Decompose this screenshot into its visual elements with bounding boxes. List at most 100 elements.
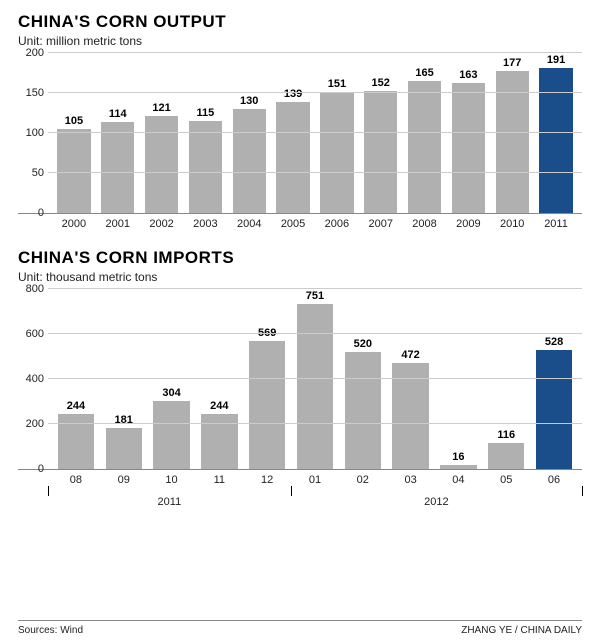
bar-slot: 152 [359, 54, 403, 213]
bar-slot: 244 [195, 290, 243, 469]
bar-slot: 520 [339, 290, 387, 469]
bar-rect [408, 81, 441, 213]
bar-rect [320, 92, 353, 213]
ytick-label: 200 [18, 47, 44, 59]
xaxis-label: 08 [52, 470, 100, 486]
bar-value-label: 152 [372, 77, 390, 89]
xaxis-label: 03 [387, 470, 435, 486]
bar-value-label: 244 [210, 400, 228, 412]
gridline [48, 333, 582, 334]
bar-rect [145, 116, 178, 213]
bar-slot: 105 [52, 54, 96, 213]
xaxis-label: 09 [100, 470, 148, 486]
xaxis-label: 2009 [446, 214, 490, 230]
bar-value-label: 528 [545, 336, 563, 348]
bar-slot: 191 [534, 54, 578, 213]
output-xaxis: 2000200120022003200420052006200720082009… [48, 214, 582, 230]
year-group-tick [582, 486, 583, 496]
bar-slot: 177 [490, 54, 534, 213]
imports-bars-row: 24418130424456975152047216116528 [48, 290, 582, 469]
ytick-label: 200 [18, 418, 44, 430]
bar-value-label: 16 [452, 451, 464, 463]
bar-rect [249, 341, 285, 469]
xaxis-label: 01 [291, 470, 339, 486]
bar-slot: 16 [435, 290, 483, 469]
infographic-container: CHINA'S CORN OUTPUT Unit: million metric… [0, 0, 600, 644]
bar-slot: 151 [315, 54, 359, 213]
bar-value-label: 163 [459, 69, 477, 81]
xaxis-label: 05 [482, 470, 530, 486]
bar-rect [536, 350, 572, 469]
year-group-label: 2011 [158, 496, 182, 508]
bar-slot: 472 [387, 290, 435, 469]
bar-value-label: 181 [115, 414, 133, 426]
ytick-label: 600 [18, 328, 44, 340]
output-chart-unit: Unit: million metric tons [18, 34, 582, 48]
bar-rect [440, 465, 476, 469]
imports-chart-unit: Unit: thousand metric tons [18, 270, 582, 284]
xaxis-label: 11 [195, 470, 243, 486]
xaxis-label: 2005 [271, 214, 315, 230]
bar-rect [57, 129, 90, 213]
imports-chart: CHINA'S CORN IMPORTS Unit: thousand metr… [18, 248, 582, 514]
bar-value-label: 114 [109, 108, 127, 120]
year-group-tick [291, 486, 292, 496]
ytick-label: 0 [18, 463, 44, 475]
xaxis-label: 2002 [140, 214, 184, 230]
gridline [48, 288, 582, 289]
gridline [48, 92, 582, 93]
bar-value-label: 139 [284, 88, 302, 100]
bar-rect [364, 91, 397, 213]
credit-label: ZHANG YE / CHINA DAILY [461, 625, 582, 636]
xaxis-label: 2000 [52, 214, 96, 230]
xaxis-label: 2010 [490, 214, 534, 230]
bar-value-label: 105 [65, 115, 83, 127]
bar-value-label: 151 [328, 78, 346, 90]
bar-rect [488, 443, 524, 469]
xaxis-label: 2003 [183, 214, 227, 230]
xaxis-label: 2004 [227, 214, 271, 230]
bar-rect [189, 121, 222, 213]
gridline [48, 423, 582, 424]
bar-value-label: 751 [306, 290, 324, 302]
gridline [48, 378, 582, 379]
bar-slot: 751 [291, 290, 339, 469]
bar-slot: 244 [52, 290, 100, 469]
bar-value-label: 116 [497, 429, 515, 441]
bar-value-label: 191 [547, 54, 565, 66]
xaxis-label: 02 [339, 470, 387, 486]
bar-value-label: 244 [67, 400, 85, 412]
bar-rect [276, 102, 309, 213]
bar-value-label: 472 [401, 349, 419, 361]
ytick-label: 400 [18, 373, 44, 385]
xaxis-label: 2008 [403, 214, 447, 230]
xaxis-label: 2006 [315, 214, 359, 230]
imports-plot-area: 24418130424456975152047216116528 0200400… [18, 290, 582, 470]
bar-slot: 528 [530, 290, 578, 469]
bar-value-label: 115 [197, 107, 215, 119]
gridline [48, 172, 582, 173]
ytick-label: 800 [18, 283, 44, 295]
xaxis-label: 04 [435, 470, 483, 486]
bar-value-label: 130 [240, 95, 258, 107]
bar-slot: 139 [271, 54, 315, 213]
bar-value-label: 165 [415, 67, 433, 79]
gridline [48, 132, 582, 133]
bar-rect [539, 68, 572, 213]
imports-year-group-axis: 20112012 [48, 486, 582, 514]
bar-slot: 163 [446, 54, 490, 213]
bar-slot: 130 [227, 54, 271, 213]
bar-rect [297, 304, 333, 469]
ytick-label: 50 [18, 167, 44, 179]
bar-slot: 114 [96, 54, 140, 213]
bar-rect [101, 122, 134, 213]
ytick-label: 150 [18, 87, 44, 99]
ytick-label: 0 [18, 207, 44, 219]
bar-rect [106, 428, 142, 469]
xaxis-label: 2011 [534, 214, 578, 230]
xaxis-label: 12 [243, 470, 291, 486]
gridline [48, 52, 582, 53]
xaxis-label: 10 [148, 470, 196, 486]
bar-slot: 121 [140, 54, 184, 213]
output-chart: CHINA'S CORN OUTPUT Unit: million metric… [18, 12, 582, 230]
